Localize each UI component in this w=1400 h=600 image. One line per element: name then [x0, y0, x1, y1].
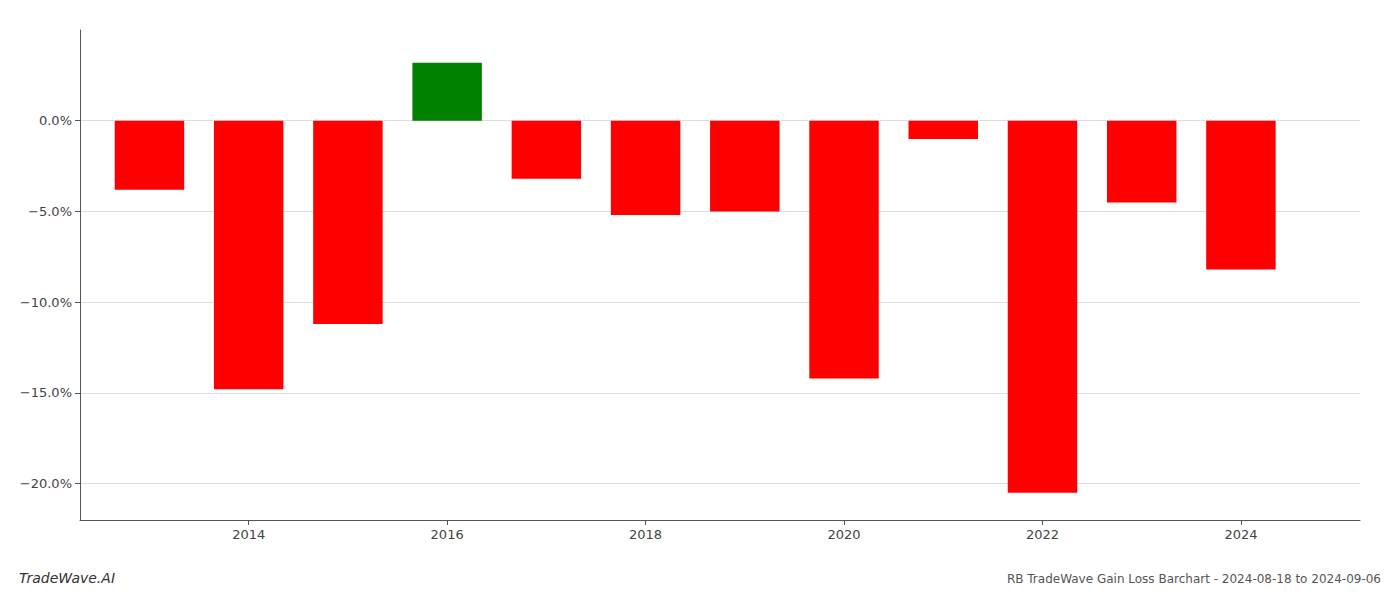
svg-text:2022: 2022 — [1026, 527, 1059, 542]
svg-text:2020: 2020 — [827, 527, 860, 542]
svg-text:0.0%: 0.0% — [39, 113, 72, 128]
svg-text:2014: 2014 — [232, 527, 265, 542]
svg-text:2016: 2016 — [431, 527, 464, 542]
svg-text:−10.0%: −10.0% — [20, 295, 72, 310]
svg-text:RB TradeWave Gain Loss Barchar: RB TradeWave Gain Loss Barchart - 2024-0… — [1007, 572, 1381, 586]
svg-text:2024: 2024 — [1224, 527, 1257, 542]
svg-text:TradeWave.AI: TradeWave.AI — [19, 570, 115, 586]
svg-text:−20.0%: −20.0% — [20, 476, 72, 491]
svg-text:−5.0%: −5.0% — [28, 204, 72, 219]
svg-text:−15.0%: −15.0% — [20, 385, 72, 400]
svg-text:2018: 2018 — [629, 527, 662, 542]
